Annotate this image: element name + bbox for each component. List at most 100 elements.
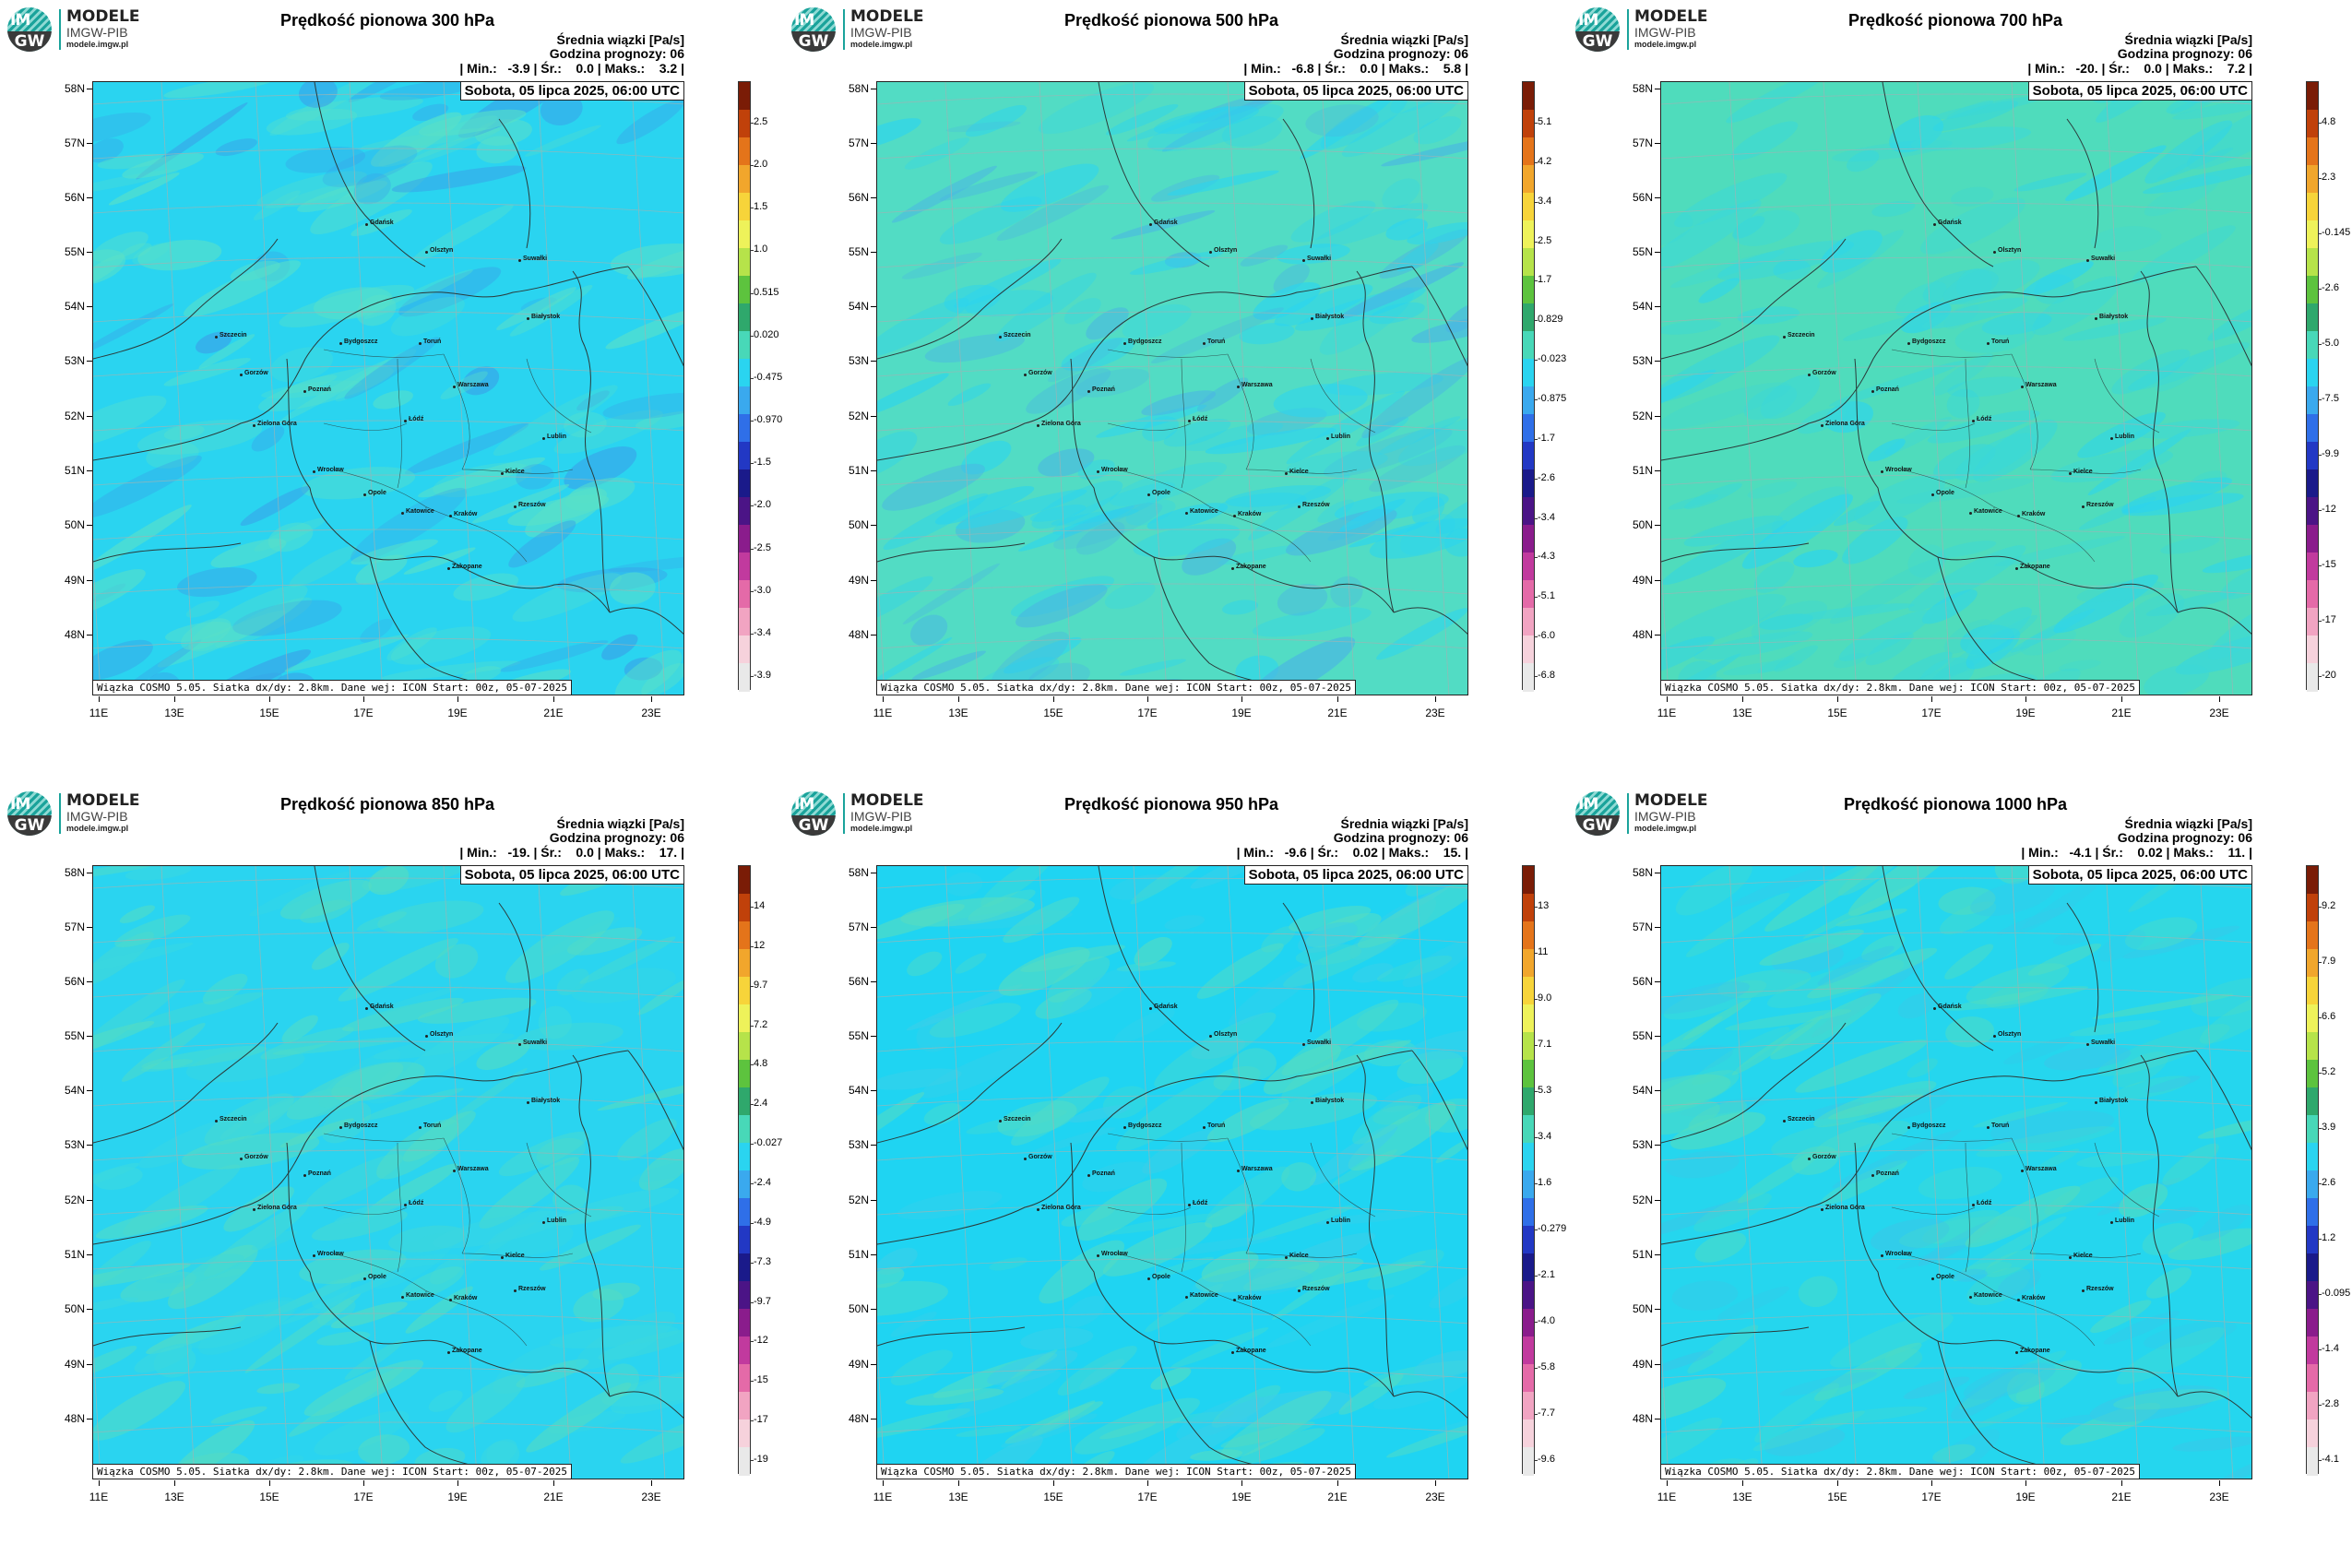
city-label: Opole	[1147, 1274, 1170, 1280]
colorbar-swatch	[739, 414, 750, 443]
colorbar-tick-label: -2.1	[1535, 1269, 1555, 1280]
city-label: Suwałki	[1301, 255, 1332, 262]
city-label: Kraków	[448, 511, 478, 517]
lat-tick-label: 49N	[841, 1358, 876, 1371]
colorbar-swatch	[739, 636, 750, 664]
imgw-logo-mark: IM GW	[791, 7, 836, 52]
city-label: Zakopane	[1231, 564, 1266, 570]
lat-tick-label: 48N	[57, 628, 92, 641]
lon-tick-label: 21E	[2103, 696, 2140, 719]
colorbar-tick-label: -19	[751, 1454, 768, 1465]
colorbar-swatch	[2307, 1420, 2318, 1448]
lat-tick-label: 51N	[57, 1248, 92, 1261]
colorbar-swatch	[739, 1309, 750, 1337]
lat-tick-label: 50N	[57, 1302, 92, 1315]
colorbar-tick-label: -5.8	[1535, 1361, 1555, 1372]
colorbar-tick-label: 1.0	[750, 244, 768, 255]
city-label: Rzeszów	[514, 502, 546, 508]
stats-line: | Min.: -3.9 | Śr.: 0.0 | Maks.: 3.2 |	[459, 61, 684, 76]
city-label: Zielona Góra	[253, 1205, 297, 1211]
panel-title: Prędkość pionowa 950 hPa	[1063, 795, 1279, 814]
city-label: Łódź	[1971, 1200, 1992, 1206]
lat-tick-label: 56N	[1625, 191, 1660, 204]
city-label: Kielce	[2069, 469, 2093, 475]
logo-title: MODELE	[66, 791, 140, 810]
imgw-logo-mark: IM GW	[791, 791, 836, 836]
colorbar-tick-label: -2.8	[2319, 1398, 2339, 1409]
colorbar-swatch	[739, 1392, 750, 1420]
city-label: Zakopane	[447, 564, 482, 570]
city-label: Bydgoszcz	[1907, 339, 1946, 345]
lon-tick-label: 13E	[940, 1480, 977, 1503]
logo-org: IMGW-PIB	[850, 25, 912, 40]
lon-tick-label: 19E	[439, 1480, 476, 1503]
city-label: Białystok	[2094, 314, 2129, 320]
city-label: Gorzów	[1024, 370, 1052, 376]
imgw-logo: IM GW MODELE IMGW-PIB modele.imgw.pl	[7, 7, 146, 52]
colorbar-swatch	[1523, 165, 1534, 194]
lat-tick-label: 57N	[841, 137, 876, 149]
city-label: Zielona Góra	[1037, 1205, 1081, 1211]
city-label: Katowice	[1185, 1292, 1218, 1299]
units-label: Średnia wiązki [Pa/s]	[1340, 32, 1469, 47]
forecast-hour-label: Godzina prognozy: 06	[1333, 46, 1468, 61]
lat-tick-label: 49N	[1625, 574, 1660, 587]
lat-tick-label: 51N	[1625, 1248, 1660, 1261]
colorbar-swatch	[1523, 1309, 1534, 1337]
city-label: Kraków	[448, 1295, 478, 1301]
city-label: Poznań	[303, 1170, 331, 1177]
lat-tick-label: 58N	[1625, 866, 1660, 879]
city-label: Białystok	[1310, 1098, 1345, 1104]
colorbar-tick-label: -4.3	[1535, 551, 1555, 563]
colorbar-swatch	[1523, 1115, 1534, 1144]
city-label: Poznań	[1871, 386, 1899, 393]
valid-date-label: Sobota, 05 lipca 2025, 06:00 UTC	[1243, 82, 1467, 101]
colorbar-tick-label: -12	[2319, 504, 2336, 515]
colorbar-swatch	[739, 977, 750, 1005]
lon-tick-label: 17E	[345, 1480, 382, 1503]
logo-title: MODELE	[1634, 7, 1708, 26]
colorbar-swatch	[1523, 1032, 1534, 1061]
units-label: Średnia wiązki [Pa/s]	[2124, 816, 2253, 831]
colorbar-swatch	[1523, 469, 1534, 498]
forecast-hour-label: Godzina prognozy: 06	[549, 830, 684, 845]
lat-tick-label: 51N	[1625, 464, 1660, 477]
city-label: Zielona Góra	[253, 421, 297, 427]
colorbar-swatch	[2307, 580, 2318, 609]
imgw-logo: IM GW MODELE IMGW-PIB modele.imgw.pl	[7, 791, 146, 836]
wind-field	[93, 82, 683, 695]
city-label: Zielona Góra	[1821, 421, 1865, 427]
city-label: Poznań	[1871, 1170, 1899, 1177]
model-credit: Wiązka COSMO 5.05. Siatka dx/dy: 2.8km. …	[93, 1464, 572, 1479]
valid-date-label: Sobota, 05 lipca 2025, 06:00 UTC	[459, 82, 683, 101]
colorbar-tick-label: 4.2	[1534, 155, 1552, 167]
city-label: Bydgoszcz	[1907, 1123, 1946, 1129]
city-label: Rzeszów	[2082, 1286, 2114, 1292]
city-label: Gorzów	[1024, 1154, 1052, 1160]
city-label: Gdańsk	[1933, 1004, 1962, 1010]
lon-tick-label: 19E	[1223, 1480, 1260, 1503]
city-label: Kraków	[1232, 511, 1262, 517]
colorbar-swatch	[739, 137, 750, 166]
colorbar-swatch	[739, 110, 750, 138]
panel-title: Prędkość pionowa 850 hPa	[279, 795, 495, 814]
lat-tick-label: 52N	[1625, 410, 1660, 422]
lat-tick-label: 54N	[57, 300, 92, 313]
colorbar-swatch	[2307, 442, 2318, 470]
colorbar-tick-label: 2.3	[2318, 172, 2336, 183]
colorbar-swatch	[2307, 866, 2318, 895]
model-credit: Wiązka COSMO 5.05. Siatka dx/dy: 2.8km. …	[877, 1464, 1356, 1479]
colorbar-swatch	[739, 921, 750, 950]
lat-tick-label: 49N	[1625, 1358, 1660, 1371]
colorbar-tick-label: -2.0	[751, 499, 771, 511]
panel-title: Prędkość pionowa 1000 hPa	[1843, 795, 2068, 814]
forecast-panel: IM GW MODELE IMGW-PIB modele.imgw.pl Prędkość…	[1568, 784, 2352, 1568]
colorbar-swatch	[1523, 248, 1534, 277]
colorbar-swatch	[739, 220, 750, 249]
colorbar-swatch	[739, 580, 750, 609]
colorbar-tick-label: -17	[751, 1414, 768, 1426]
colorbar-swatch	[739, 276, 750, 304]
lat-tick-label: 56N	[57, 191, 92, 204]
colorbar-swatch	[2307, 1004, 2318, 1033]
colorbar-tick-label: -17	[2319, 614, 2336, 625]
